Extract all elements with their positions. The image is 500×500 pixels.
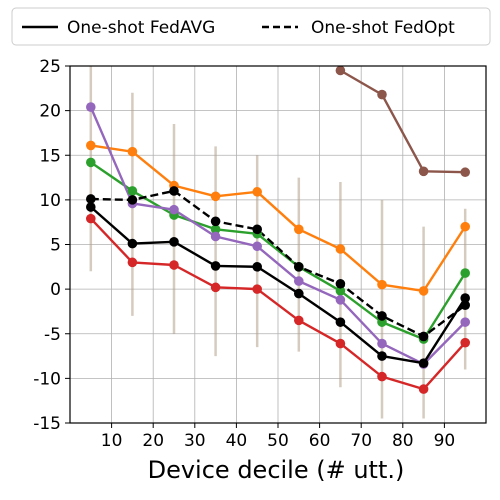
data-point bbox=[210, 224, 221, 235]
data-point bbox=[460, 317, 471, 327]
series-line-0 bbox=[339, 69, 466, 174]
data-point bbox=[169, 260, 179, 270]
y-tick-label: 15 bbox=[39, 146, 61, 166]
data-point bbox=[252, 224, 262, 235]
data-point bbox=[377, 351, 387, 361]
data-point bbox=[127, 195, 138, 205]
y-axis-ticks: -15 -10 -5 0 5 10 15 20 25 bbox=[33, 57, 70, 434]
x-tick-label: 50 bbox=[267, 431, 289, 451]
x-tick-label: 90 bbox=[434, 431, 456, 451]
data-point bbox=[210, 231, 221, 242]
data-point bbox=[377, 338, 387, 349]
series-line-3 bbox=[89, 106, 467, 366]
data-point bbox=[210, 261, 221, 271]
series-points bbox=[86, 65, 471, 394]
data-point bbox=[418, 166, 429, 177]
x-tick-label: 20 bbox=[142, 431, 164, 451]
x-axis-title: Device decile (# utt.) bbox=[148, 456, 405, 484]
data-point bbox=[86, 202, 96, 212]
data-point bbox=[210, 216, 221, 227]
data-point bbox=[335, 65, 346, 76]
data-point bbox=[294, 224, 304, 235]
data-point bbox=[335, 278, 346, 289]
data-point bbox=[252, 262, 262, 272]
data-point bbox=[335, 295, 346, 305]
data-point bbox=[418, 384, 429, 394]
series-line-5 bbox=[90, 206, 467, 365]
data-point bbox=[335, 286, 346, 296]
data-point bbox=[127, 257, 138, 268]
data-point bbox=[377, 279, 387, 290]
data-point bbox=[377, 89, 387, 100]
y-tick-label: 25 bbox=[39, 57, 61, 77]
x-tick-label: 70 bbox=[350, 431, 372, 451]
data-point bbox=[294, 288, 304, 299]
data-point bbox=[335, 317, 346, 327]
data-point bbox=[86, 102, 96, 112]
legend-label: One-shot FedOpt bbox=[311, 18, 455, 38]
legend-box bbox=[11, 7, 491, 46]
series-line-4 bbox=[90, 189, 466, 338]
data-point bbox=[127, 146, 138, 157]
y-tick-label: -5 bbox=[44, 325, 61, 345]
data-point bbox=[418, 286, 429, 296]
data-point bbox=[377, 371, 387, 382]
data-point bbox=[86, 157, 96, 168]
data-point bbox=[252, 187, 262, 197]
data-point bbox=[169, 204, 179, 215]
data-point bbox=[460, 167, 471, 178]
data-point bbox=[169, 186, 179, 196]
data-point bbox=[252, 284, 262, 294]
data-point bbox=[127, 186, 138, 196]
data-point bbox=[294, 315, 304, 326]
y-tick-label: -15 bbox=[33, 414, 61, 434]
legend: One-shot FedAVG One-shot FedOpt bbox=[11, 7, 491, 46]
data-point bbox=[86, 194, 96, 204]
data-point bbox=[335, 338, 346, 349]
x-axis-ticks: 10 20 30 40 50 60 70 80 90 bbox=[101, 423, 455, 451]
x-tick-label: 80 bbox=[392, 431, 414, 451]
data-point bbox=[418, 331, 429, 342]
data-point bbox=[86, 213, 96, 224]
x-tick-label: 60 bbox=[309, 431, 331, 451]
data-point bbox=[460, 337, 471, 348]
data-point bbox=[252, 241, 262, 252]
data-point bbox=[460, 221, 471, 232]
data-point bbox=[210, 282, 221, 293]
data-point bbox=[460, 268, 471, 278]
series-line-6 bbox=[89, 217, 467, 391]
data-point bbox=[127, 238, 138, 249]
x-tick-label: 40 bbox=[226, 431, 248, 451]
data-point bbox=[86, 140, 96, 151]
data-point bbox=[335, 244, 346, 254]
data-point bbox=[460, 293, 471, 303]
legend-label: One-shot FedAVG bbox=[67, 18, 215, 38]
series-lines bbox=[89, 69, 467, 391]
data-point bbox=[169, 237, 179, 247]
data-point bbox=[377, 311, 387, 321]
data-point bbox=[294, 276, 304, 286]
y-tick-label: -10 bbox=[33, 369, 61, 389]
data-point bbox=[418, 358, 429, 369]
x-tick-label: 10 bbox=[101, 431, 123, 451]
y-tick-label: 5 bbox=[50, 236, 61, 256]
data-point bbox=[210, 191, 221, 202]
x-tick-label: 30 bbox=[184, 431, 206, 451]
y-tick-label: 10 bbox=[39, 191, 61, 211]
y-tick-label: 20 bbox=[39, 102, 61, 122]
y-tick-label: 0 bbox=[50, 280, 61, 300]
series-line-1 bbox=[90, 144, 467, 293]
series-line-2 bbox=[90, 161, 467, 341]
data-point bbox=[294, 262, 304, 272]
data-point bbox=[460, 300, 471, 310]
